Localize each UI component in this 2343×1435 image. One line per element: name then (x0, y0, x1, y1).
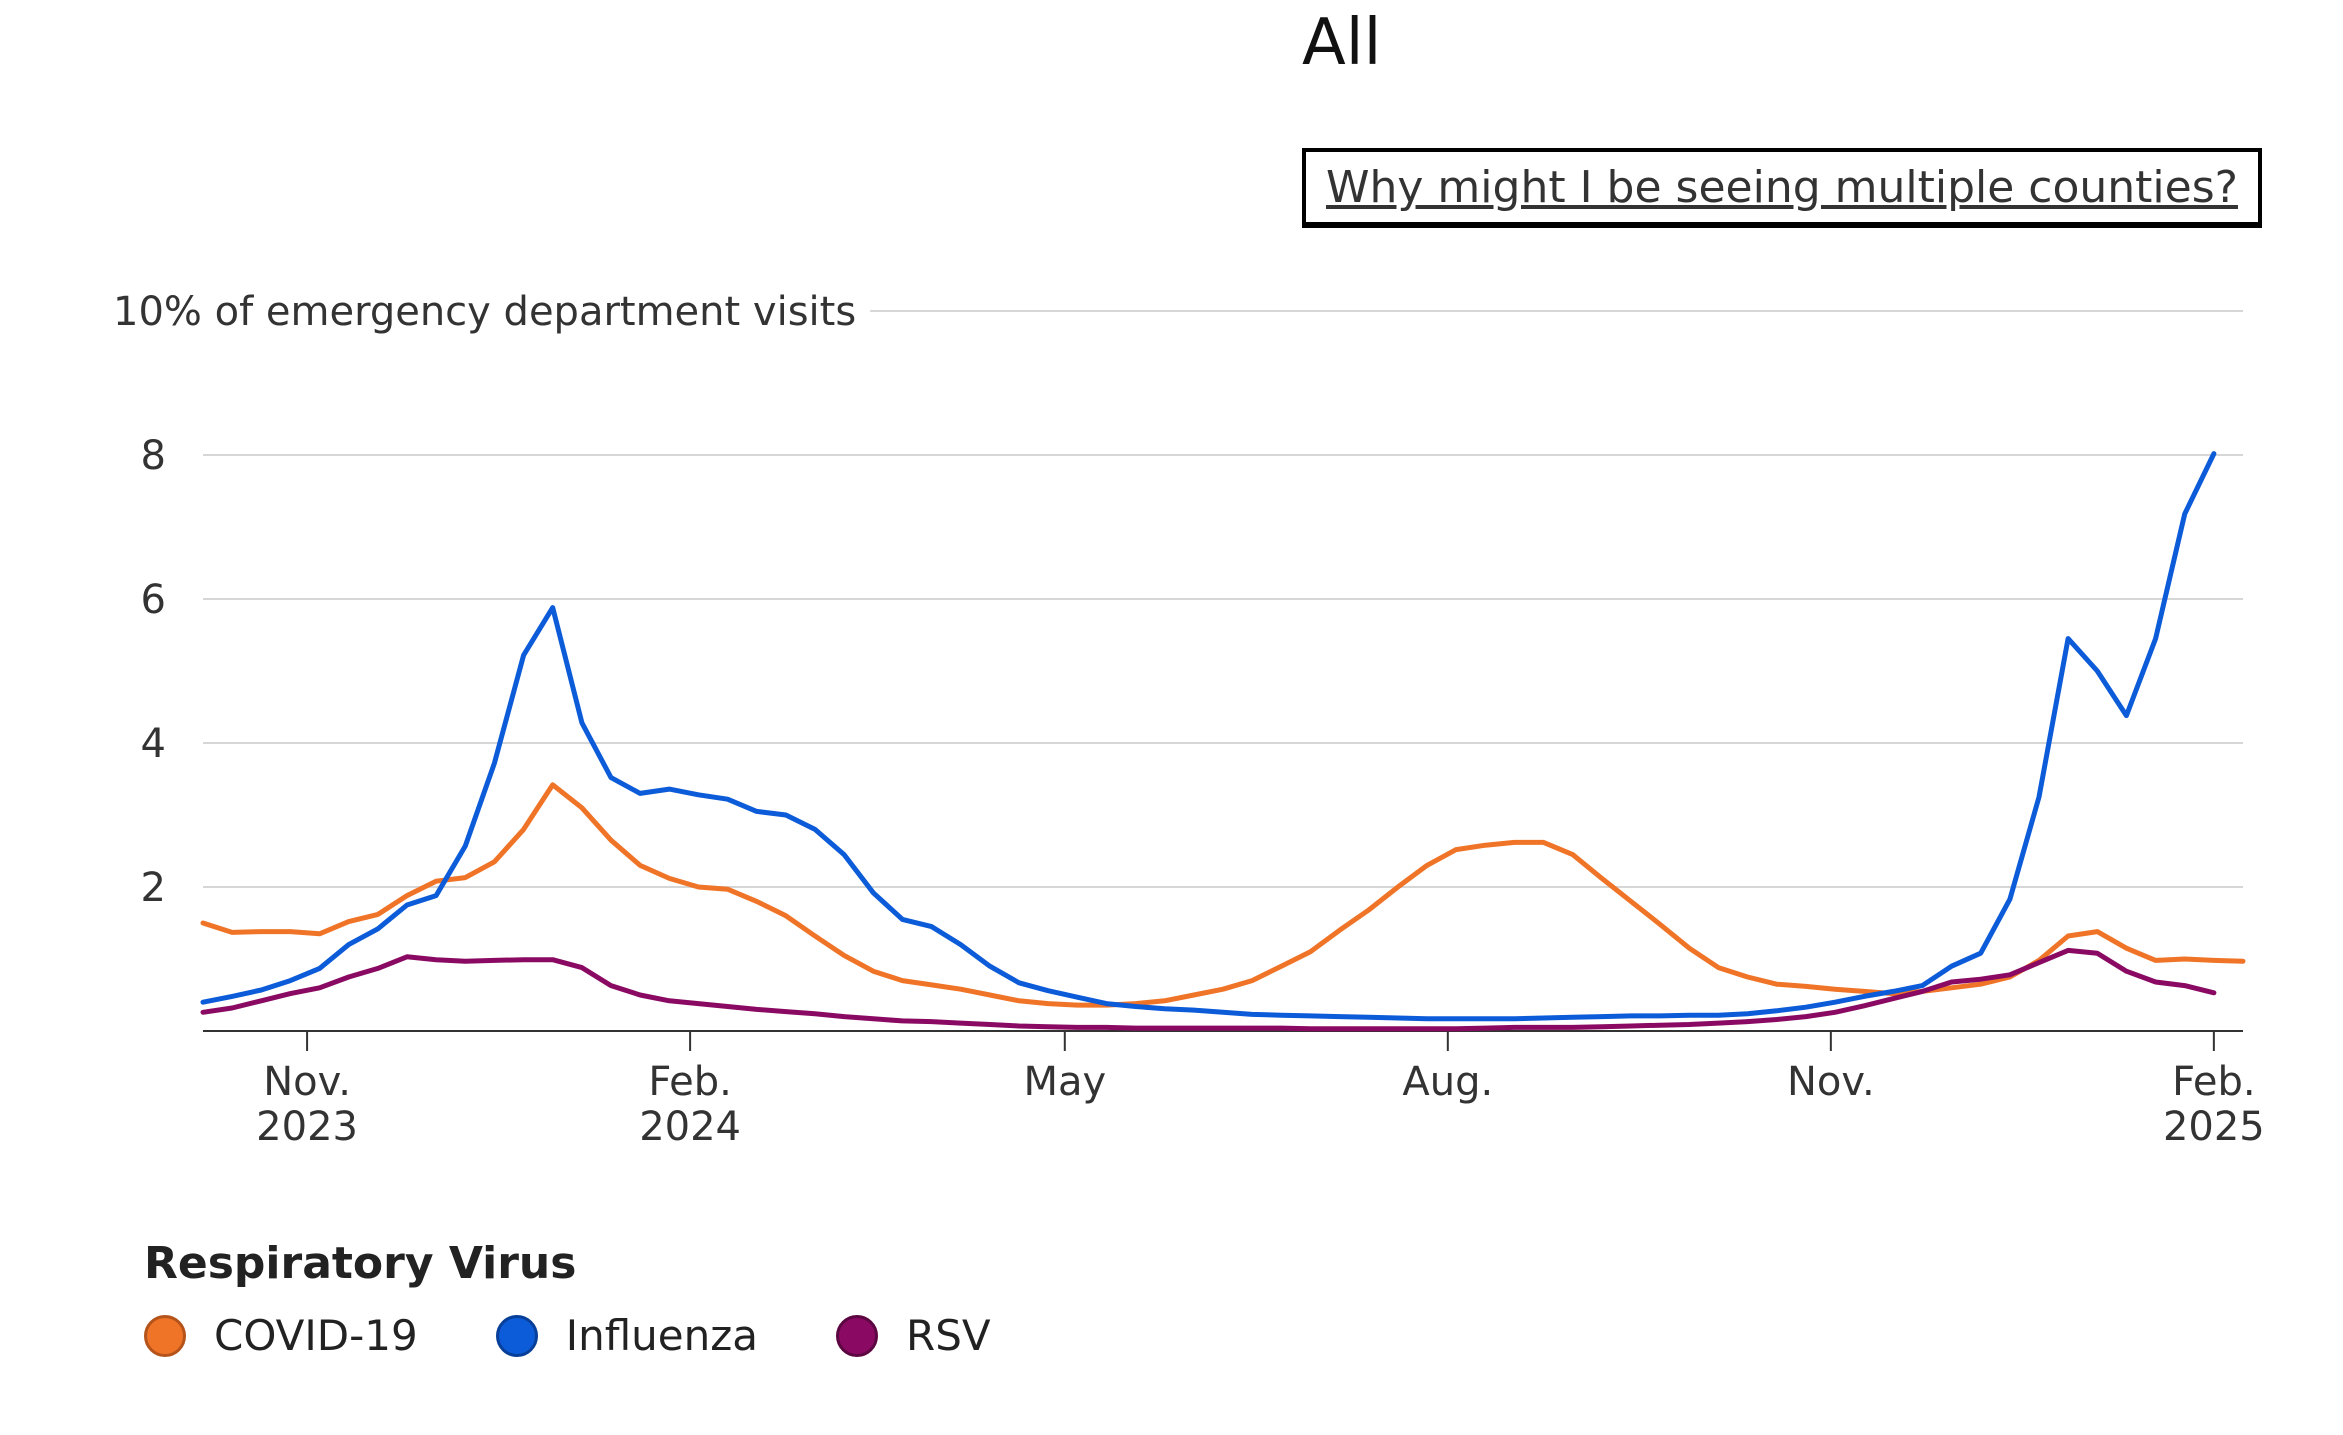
line-chart: 2 4 6 8 10% of emergency department visits N… (113, 289, 2265, 1150)
legend-item-influenza[interactable]: Influenza (495, 1311, 759, 1360)
y-tick-label: 10 (113, 289, 164, 335)
covid-circle-icon (144, 1314, 186, 1357)
multiple-counties-help-link[interactable]: Why might I be seeing multiple counties? (1302, 148, 2262, 228)
x-tick-label: Aug. (1402, 1059, 1493, 1105)
legend-item-rsv[interactable]: RSV (836, 1311, 991, 1360)
legend-title: Respiratory Virus (144, 1238, 577, 1289)
y-tick-label: 8 (141, 433, 166, 479)
x-tick-label: May (1023, 1059, 1106, 1105)
y-axis-label: 10% of emergency department visits (113, 289, 856, 335)
page-title: All (1302, 6, 1382, 80)
gridlines (203, 310, 2243, 888)
x-tick-label: Nov. (263, 1059, 351, 1105)
y-tick-label: 2 (141, 865, 166, 911)
x-tick-label: 2024 (639, 1104, 741, 1150)
y-tick-label: 6 (141, 577, 166, 623)
y-axis: 2 4 6 8 10% of emergency department visits (113, 289, 856, 911)
legend-item-covid[interactable]: COVID-19 (144, 1311, 418, 1360)
series-line-influenza (200, 451, 2217, 1022)
legend-label: RSV (906, 1311, 991, 1360)
y-axis-title: % of emergency department visits (164, 289, 856, 335)
x-tick-label: Nov. (1787, 1059, 1875, 1105)
legend: Respiratory Virus COVID-19 Influenza RSV (144, 1238, 1069, 1360)
x-tick-label: 2023 (256, 1104, 358, 1150)
series-line-rsv (200, 947, 2217, 1032)
x-tick-label: Feb. (648, 1059, 732, 1105)
rsv-circle-icon (836, 1314, 879, 1357)
influenza-circle-icon (495, 1314, 538, 1357)
series-line-covid-19 (200, 782, 2246, 1008)
x-tick-label: Feb. (2172, 1059, 2256, 1105)
y-tick-label: 4 (141, 721, 166, 767)
legend-label: Influenza (565, 1311, 759, 1360)
x-tick-label: 2025 (2163, 1104, 2265, 1150)
legend-label: COVID-19 (214, 1311, 418, 1360)
series-lines (200, 451, 2246, 1032)
